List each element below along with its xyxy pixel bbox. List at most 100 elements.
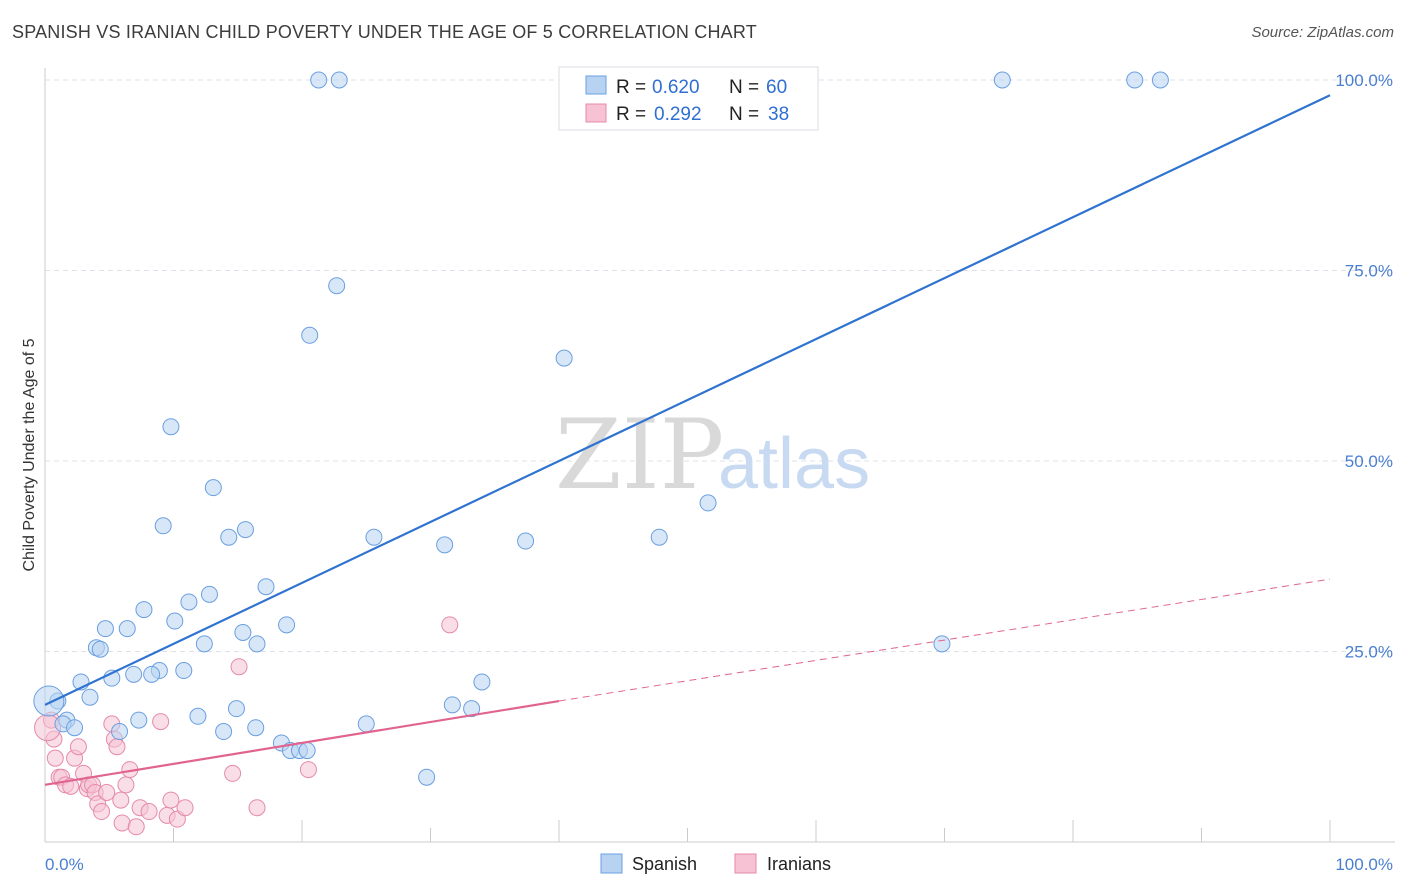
spanish-point: [436, 536, 454, 554]
spanish-point: [517, 532, 535, 550]
y-tick-label-3: 100.0%: [1335, 71, 1393, 90]
spanish-point: [310, 71, 328, 89]
spanish-point: [555, 349, 573, 367]
spanish-point: [1126, 71, 1144, 89]
bottom-legend-label-spanish: Spanish: [632, 854, 697, 874]
axes: [44, 68, 1395, 843]
iranians-point: [230, 658, 248, 676]
gridlines: [45, 79, 1395, 652]
spanish-point: [143, 665, 161, 683]
spanish-point: [301, 326, 319, 344]
watermark-atlas: atlas: [718, 424, 870, 504]
spanish-point: [257, 578, 275, 596]
iranians-point: [441, 616, 459, 634]
bottom-legend-label-iranians: Iranians: [767, 854, 831, 874]
spanish-point: [227, 700, 245, 718]
trend-lines: [44, 94, 1331, 786]
spanish-point: [118, 620, 136, 638]
iranians-point: [176, 799, 194, 817]
iranians-point: [224, 764, 242, 782]
spanish-point: [81, 688, 99, 706]
spanish-point: [328, 277, 346, 295]
watermark: ZIP atlas: [555, 399, 870, 511]
spanish-point: [365, 528, 383, 546]
legend-n-value-iranians: 38: [768, 104, 789, 125]
iranians-point: [140, 803, 158, 821]
spanish-point: [993, 71, 1011, 89]
legend-n-value-spanish: 60: [766, 77, 787, 98]
spanish-point: [66, 719, 84, 737]
spanish-point: [278, 616, 296, 634]
y-axis-label: Child Poverty Under the Age of 5: [21, 338, 38, 571]
iranians-point: [98, 783, 116, 801]
legend-r-label-spanish: R =: [616, 77, 646, 98]
y-tick-label-2: 75.0%: [1345, 262, 1393, 281]
legend-r-value-spanish: 0.620: [652, 77, 700, 98]
legend-n-label-spanish: N =: [729, 77, 759, 98]
iranians-point: [117, 776, 135, 794]
iranians-point: [112, 791, 130, 809]
x-tick-labels: 0.0% 100.0%: [45, 855, 1393, 874]
correlation-legend: R = 0.620 N = 60 R = 0.292 N = 38: [558, 66, 819, 131]
bottom-legend-swatch-iranians: [734, 853, 757, 874]
spanish-point: [215, 723, 233, 741]
spanish-point: [180, 593, 198, 611]
spanish-point: [234, 623, 252, 641]
legend-r-value-iranians: 0.292: [654, 104, 702, 125]
iranians-point: [299, 761, 317, 779]
spanish-point: [175, 662, 193, 680]
iranians-point: [248, 799, 266, 817]
iranians-trend-extension: [558, 578, 1331, 702]
spanish-point: [96, 620, 114, 638]
chart-title: SPANISH VS IRANIAN CHILD POVERTY UNDER T…: [12, 22, 757, 42]
spanish-point: [298, 742, 316, 760]
x-tick-label-1: 100.0%: [1335, 855, 1393, 874]
spanish-point: [154, 517, 172, 535]
legend-swatch-iranians: [585, 103, 607, 123]
spanish-point: [125, 665, 143, 683]
spanish-point: [204, 479, 222, 497]
spanish-point: [200, 585, 218, 603]
spanish-point: [473, 673, 491, 691]
spanish-point: [247, 719, 265, 737]
spanish-point: [162, 418, 180, 436]
spanish-point: [443, 696, 461, 714]
legend-swatch-spanish: [585, 75, 607, 95]
series-legend: Spanish Iranians: [600, 853, 831, 874]
spanish-point: [463, 700, 481, 718]
spanish-point: [130, 711, 148, 729]
watermark-zip: ZIP: [555, 399, 724, 511]
source-credit: Source: ZipAtlas.com: [1251, 24, 1394, 41]
spanish-point: [220, 528, 238, 546]
spanish-point: [166, 612, 184, 630]
iranians-point: [46, 749, 64, 767]
bottom-legend-swatch-spanish: [600, 853, 623, 874]
iranians-point: [127, 818, 145, 836]
spanish-point: [195, 635, 213, 653]
spanish-point: [248, 635, 266, 653]
spanish-point: [91, 640, 109, 658]
legend-r-label-iranians: R =: [616, 104, 646, 125]
spanish-trend-line: [44, 94, 1331, 706]
spanish-point: [418, 768, 436, 786]
iranians-point: [162, 791, 180, 809]
spanish-point: [135, 601, 153, 619]
legend-n-label-iranians: N =: [729, 104, 759, 125]
spanish-point: [236, 521, 254, 539]
x-tick-label-0: 0.0%: [45, 855, 84, 874]
spanish-point: [189, 707, 207, 725]
spanish-point: [699, 494, 717, 512]
spanish-point: [33, 685, 65, 717]
iranians-point: [69, 738, 87, 756]
y-tick-label-1: 50.0%: [1345, 452, 1393, 471]
iranians-trend-line: [44, 699, 560, 786]
spanish-point: [933, 635, 951, 653]
y-tick-labels: 25.0% 50.0% 75.0% 100.0%: [1335, 71, 1393, 662]
spanish-point: [1151, 71, 1169, 89]
iranians-point: [108, 738, 126, 756]
spanish-point: [111, 723, 129, 741]
iranians-point: [113, 814, 131, 832]
spanish-point: [357, 715, 375, 733]
y-tick-label-0: 25.0%: [1345, 643, 1393, 662]
